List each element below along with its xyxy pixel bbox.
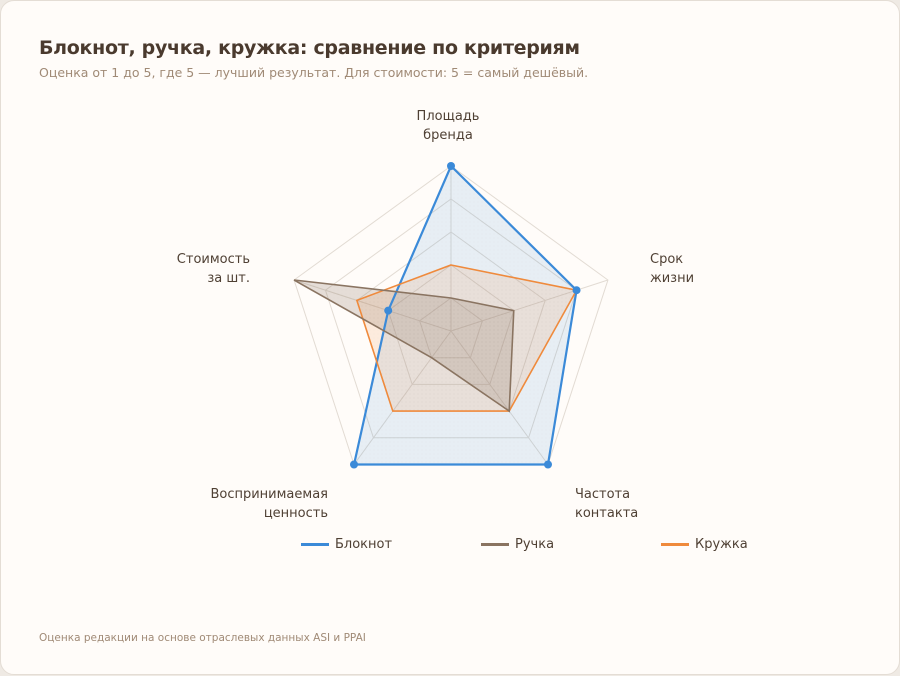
chart-subtitle: Оценка от 1 до 5, где 5 — лучший результ… (39, 65, 589, 80)
axis-label: Воспринимаемая (210, 487, 328, 502)
axis-label: Площадь (417, 109, 480, 124)
legend-swatch (301, 543, 329, 546)
legend-label: Блокнот (335, 537, 393, 552)
legend: Блокнот Ручка Кружка (301, 537, 841, 552)
axis-label: за шт. (207, 271, 250, 286)
axis-label: бренда (423, 128, 473, 143)
legend-swatch (661, 543, 689, 546)
axis-label: Срок (650, 252, 683, 267)
legend-label: Кружка (695, 537, 748, 552)
chart-title: Блокнот, ручка, кружка: сравнение по кри… (39, 37, 580, 59)
legend-item-notebook[interactable]: Блокнот (301, 537, 481, 552)
axis-label: жизни (650, 271, 694, 286)
axis-label: контакта (575, 506, 638, 521)
radar-series (293, 162, 581, 469)
legend-label: Ручка (515, 537, 555, 552)
axis-labels: Площадь бренда Срок жизни Частота контакта Вос… (177, 109, 694, 521)
legend-item-pen[interactable]: Ручка (481, 537, 661, 552)
legend-item-mug[interactable]: Кружка (661, 537, 841, 552)
axis-label: Стоимость (177, 252, 250, 267)
source-note: Оценка редакции на основе отраслевых дан… (39, 632, 366, 644)
legend-swatch (481, 543, 509, 546)
axis-label: Частота (575, 487, 630, 502)
axis-label: ценность (264, 506, 328, 521)
